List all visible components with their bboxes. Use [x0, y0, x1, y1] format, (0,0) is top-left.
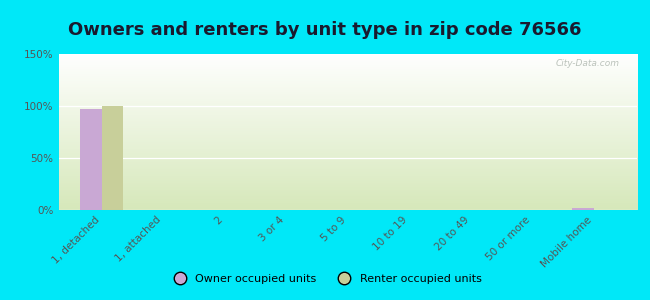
Bar	[573, 208, 594, 210]
Text: Owners and renters by unit type in zip code 76566: Owners and renters by unit type in zip c…	[68, 21, 582, 39]
Bar	[80, 109, 101, 210]
Text: City-Data.com: City-Data.com	[556, 59, 619, 68]
Legend: Owner occupied units, Renter occupied units: Owner occupied units, Renter occupied un…	[164, 270, 486, 288]
Bar	[101, 106, 123, 210]
